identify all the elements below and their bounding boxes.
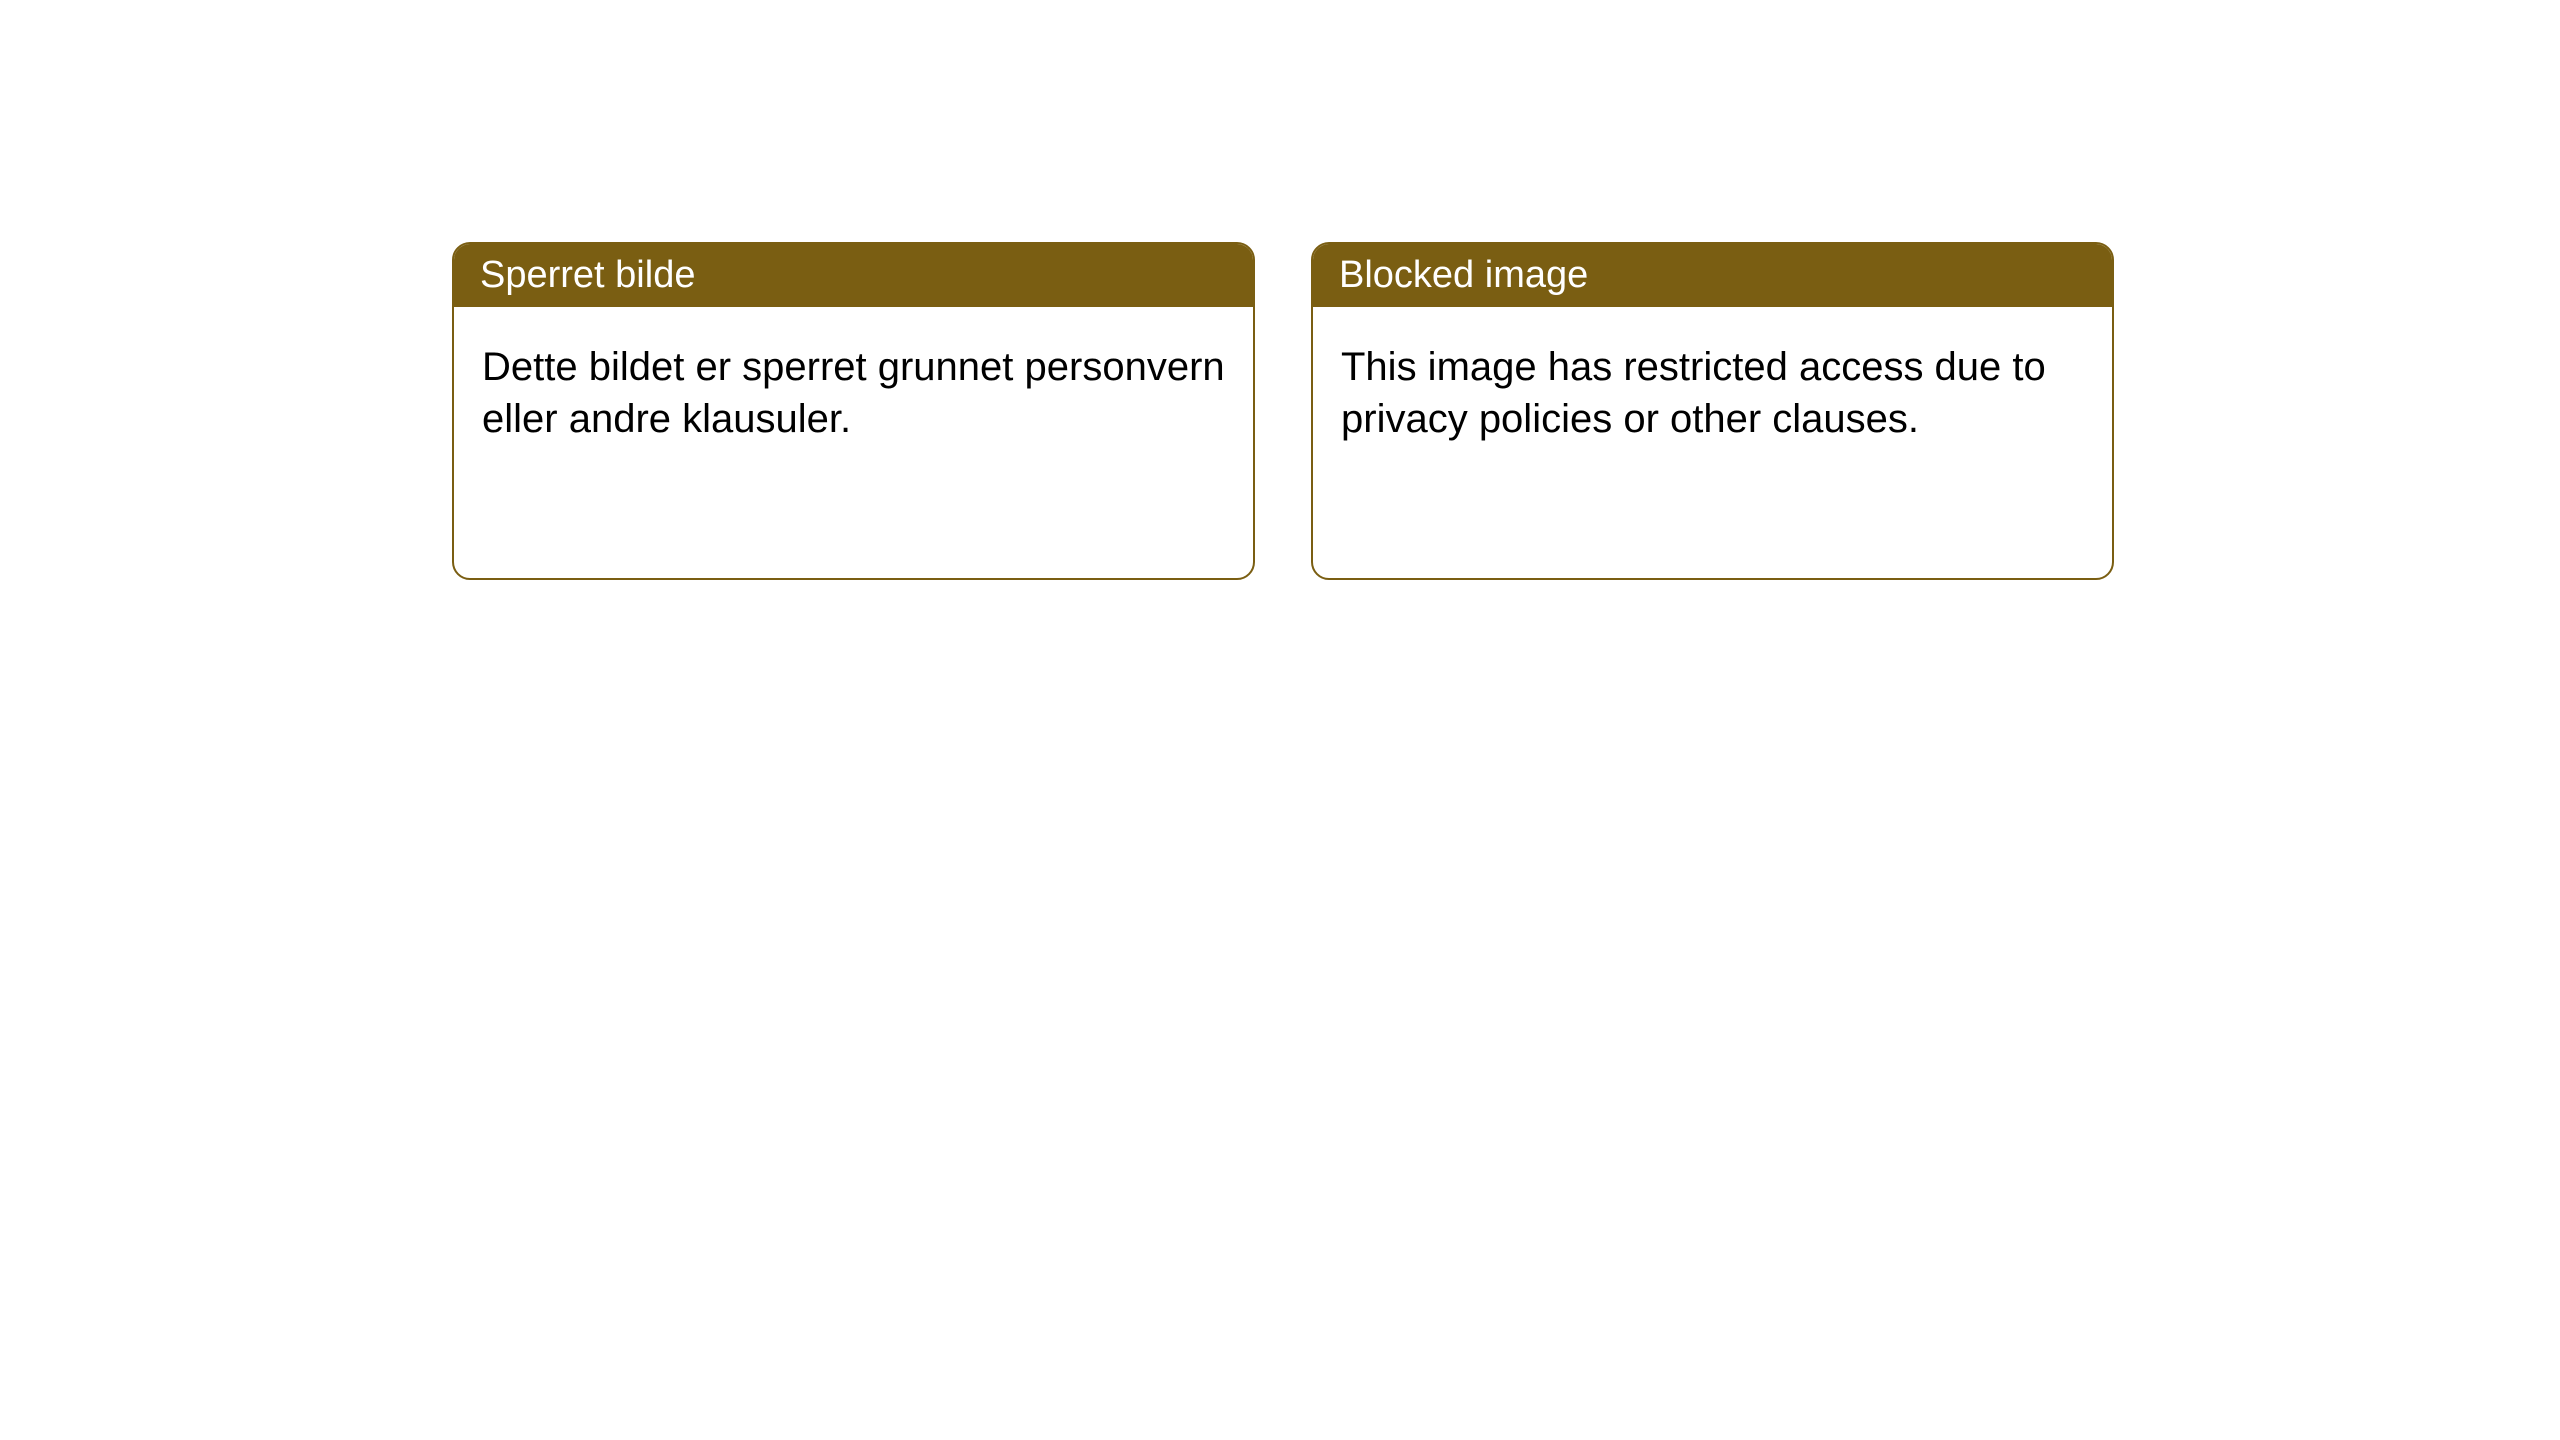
card-norwegian: Sperret bilde Dette bildet er sperret gr… bbox=[452, 242, 1255, 580]
card-body-text: This image has restricted access due to … bbox=[1341, 345, 2046, 441]
card-title: Blocked image bbox=[1339, 254, 1588, 296]
card-english: Blocked image This image has restricted … bbox=[1311, 242, 2114, 580]
card-header: Sperret bilde bbox=[454, 244, 1253, 307]
card-header: Blocked image bbox=[1313, 244, 2112, 307]
card-body-text: Dette bildet er sperret grunnet personve… bbox=[482, 345, 1225, 441]
card-title: Sperret bilde bbox=[480, 254, 695, 296]
cards-container: Sperret bilde Dette bildet er sperret gr… bbox=[0, 0, 2560, 580]
card-body: Dette bildet er sperret grunnet personve… bbox=[454, 307, 1253, 479]
card-body: This image has restricted access due to … bbox=[1313, 307, 2112, 479]
